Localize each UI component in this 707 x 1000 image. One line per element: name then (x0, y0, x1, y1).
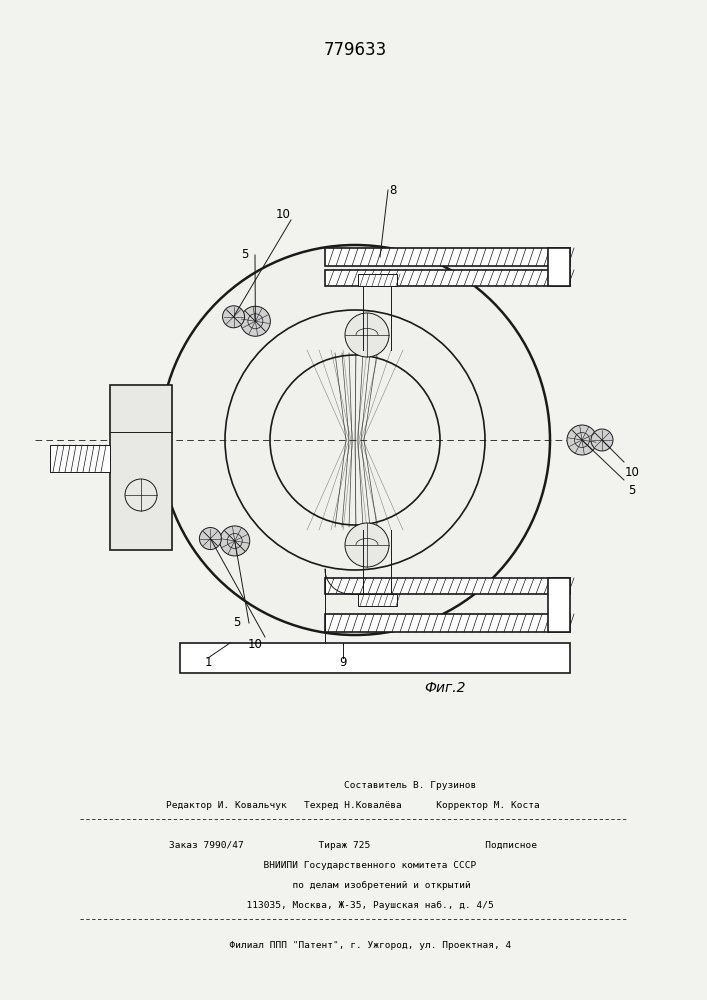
Text: Заказ 7990/47             Тираж 725                    Подписное: Заказ 7990/47 Тираж 725 Подписное (169, 840, 537, 850)
Text: 113035, Москва, Ж-35, Раушская наб., д. 4/5: 113035, Москва, Ж-35, Раушская наб., д. … (212, 900, 494, 910)
Bar (548, 578, 570, 632)
Text: Составитель В. Грузинов: Составитель В. Грузинов (229, 780, 477, 790)
Text: 779633: 779633 (323, 41, 387, 59)
Bar (358, 274, 397, 286)
Bar (325, 248, 570, 266)
Text: 10: 10 (624, 466, 639, 479)
Bar (325, 614, 570, 632)
Bar (110, 385, 172, 550)
Circle shape (270, 355, 440, 525)
Bar (325, 270, 570, 286)
Text: 10: 10 (276, 209, 291, 222)
Text: Филиал ППП "Патент", г. Ужгород, ул. Проектная, 4: Филиал ППП "Патент", г. Ужгород, ул. Про… (195, 940, 511, 950)
Circle shape (160, 245, 550, 635)
Circle shape (345, 523, 389, 567)
Circle shape (223, 306, 245, 328)
Circle shape (199, 528, 221, 550)
Text: ВНИИПИ Государственного комитета СССР: ВНИИПИ Государственного комитета СССР (229, 860, 477, 869)
Circle shape (591, 429, 613, 451)
Circle shape (345, 313, 389, 357)
Circle shape (567, 425, 597, 455)
Text: 5: 5 (233, 616, 240, 630)
Text: 1: 1 (204, 656, 212, 670)
Bar (180, 643, 570, 673)
Bar (358, 594, 397, 606)
Circle shape (240, 306, 270, 336)
Text: 9: 9 (339, 656, 346, 670)
Text: Фиг.2: Фиг.2 (424, 681, 466, 695)
Text: 10: 10 (247, 639, 262, 652)
Bar (548, 248, 570, 286)
Text: 8: 8 (390, 184, 397, 196)
Text: 5: 5 (629, 484, 636, 496)
Bar (50, 445, 110, 472)
Text: Редактор И. Ковальчук   Техред Н.Ковалёва      Корректор М. Коста: Редактор И. Ковальчук Техред Н.Ковалёва … (166, 800, 540, 810)
Circle shape (225, 310, 485, 570)
Text: 5: 5 (241, 248, 249, 261)
Text: по делам изобретений и открытий: по делам изобретений и открытий (235, 880, 471, 890)
Circle shape (220, 526, 250, 556)
Bar (325, 578, 570, 594)
